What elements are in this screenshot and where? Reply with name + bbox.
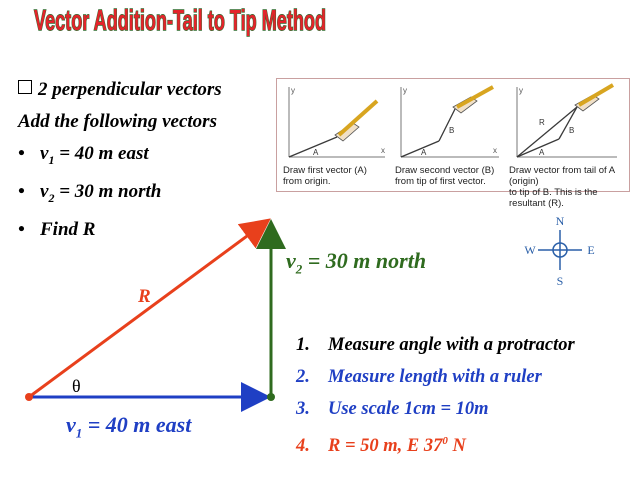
svg-text:B: B (569, 126, 574, 135)
bullet-intro: Add the following vectors (18, 111, 217, 132)
r-label: R (138, 286, 151, 307)
svg-text:A: A (539, 148, 545, 157)
step-b-sketch: y x A B (400, 85, 499, 158)
theta-label: θ (72, 376, 81, 396)
step-item: 2. Measure length with a ruler (296, 367, 542, 387)
bullet-v2: • v2 = 30 m north (18, 176, 222, 214)
caption-step-a: Draw first vector (A) from origin. (283, 165, 367, 187)
compass-w: W (524, 243, 536, 257)
caption-step-r: Draw vector from tail of A (origin) to ti… (509, 165, 615, 209)
svg-text:A: A (421, 148, 427, 157)
steps-list: 1. Measure angle with a protractor 2. Meas… (296, 329, 575, 462)
compass-rose: N S W E (524, 214, 594, 288)
bullet-dot-icon: • (18, 180, 25, 202)
svg-text:y: y (291, 86, 295, 95)
step-item: 4. R = 50 m, E 370 N (296, 435, 466, 457)
compass-e: E (587, 243, 594, 257)
origin-point (25, 393, 33, 401)
svg-text:x: x (493, 146, 497, 155)
caption-step-b: Draw second vector (B) from tip of first … (395, 165, 495, 187)
step-a-sketch: y x A (288, 86, 385, 158)
resultant-vector-r (28, 218, 271, 399)
svg-text:R: R (539, 118, 545, 127)
step-item: 3. Use scale 1cm = 10m (296, 399, 489, 419)
bullet-heading: 2 perpendicular vectors (18, 74, 222, 106)
svg-text:B: B (449, 126, 454, 135)
bullet-list: 2 perpendicular vectors Add the followin… (18, 74, 222, 246)
v1-label: v1 = 40 m east (66, 412, 192, 441)
bullet-v1: • v1 = 40 m east (18, 138, 222, 176)
svg-text:y: y (519, 86, 523, 95)
compass-n: N (556, 214, 565, 228)
checkbox-square-icon (18, 80, 32, 94)
svg-text:x: x (381, 146, 385, 155)
compass-s: S (557, 274, 564, 288)
step-r-sketch: y A B R (516, 83, 617, 158)
tip-v1-point (267, 393, 275, 401)
title-banner: Vector Addition-Tail to Tip Method (33, 4, 326, 37)
svg-text:A: A (313, 148, 319, 157)
v2-label: v2 = 30 m north (286, 248, 427, 277)
illustration-graphic: y x A y x A B y A (288, 83, 617, 158)
bullet-dot-icon: • (18, 143, 25, 164)
bullet-dot-icon: • (18, 218, 25, 240)
page-title: Vector Addition-Tail to Tip Method (34, 5, 326, 37)
bullet-find: • Find R (18, 214, 222, 246)
svg-text:y: y (403, 86, 407, 95)
step-item: 1. Measure angle with a protractor (296, 335, 575, 355)
tail-to-tip-illustration: y x A y x A B y A (276, 78, 630, 209)
